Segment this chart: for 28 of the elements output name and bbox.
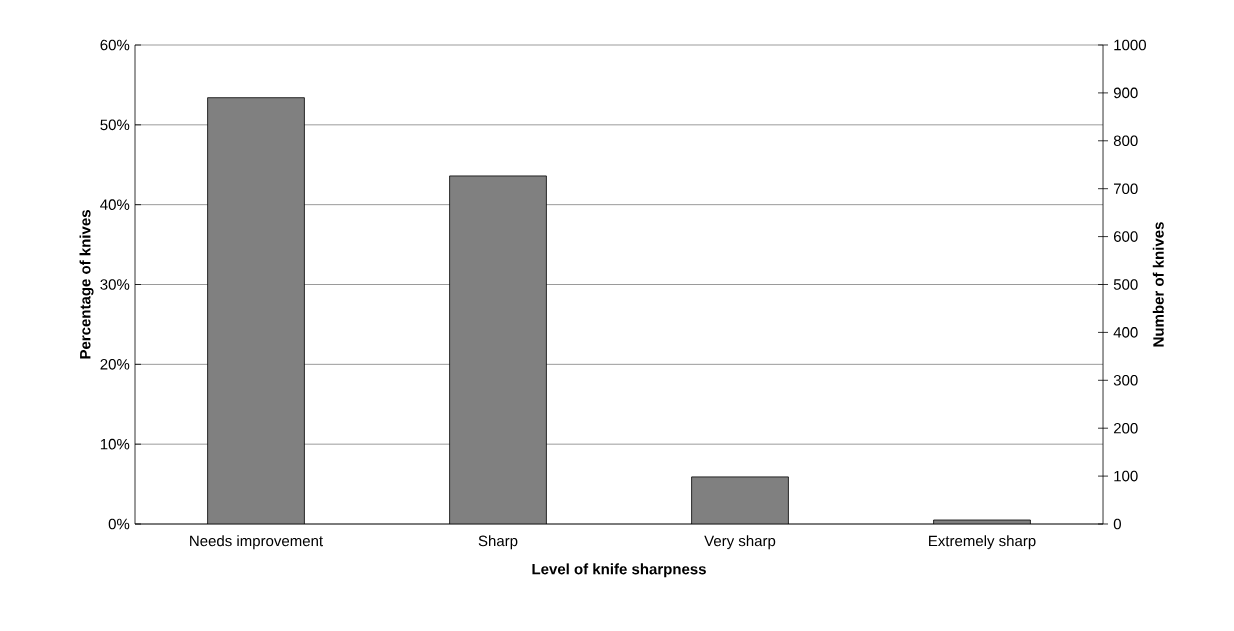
y2-tick-label: 1000 <box>1114 39 1146 51</box>
y-tick-label: 50% <box>100 119 130 131</box>
y-tick-label: 20% <box>100 359 130 370</box>
y-tick-label: 10% <box>100 438 130 450</box>
y2-tick-label: 800 <box>1113 135 1138 147</box>
x-tick-label: Needs improvement <box>190 535 323 550</box>
y2-tick-label: 100 <box>1114 470 1138 482</box>
x-axis-title: Level of knife sharpness <box>532 563 706 578</box>
y-tick-label: 30% <box>100 279 130 290</box>
y2-tick-label: 300 <box>1113 374 1138 386</box>
bar <box>691 476 789 524</box>
y2-axis-title: Number of knives <box>1152 222 1164 347</box>
y-tick-label: 60% <box>100 39 130 51</box>
y2-tick-label: 500 <box>1113 279 1138 290</box>
y-tick-label: 0% <box>108 518 130 530</box>
x-tick-label: Very sharp <box>704 535 776 550</box>
y2-tick-label: 200 <box>1113 422 1138 434</box>
y-tick-label: 40% <box>100 199 130 210</box>
y2-tick-label: 600 <box>1113 231 1138 242</box>
y2-tick-label: 700 <box>1113 183 1138 194</box>
y-axis-title: Percentage of knives <box>79 210 94 359</box>
y2-tick-label: 0 <box>1113 518 1121 530</box>
bar <box>207 97 305 524</box>
bar <box>449 175 547 524</box>
x-tick-label: Extremely sharp <box>929 535 1036 550</box>
x-tick-label: Sharp <box>478 535 518 550</box>
y2-tick-label: 900 <box>1113 87 1138 99</box>
y2-tick-label: 400 <box>1113 327 1138 338</box>
